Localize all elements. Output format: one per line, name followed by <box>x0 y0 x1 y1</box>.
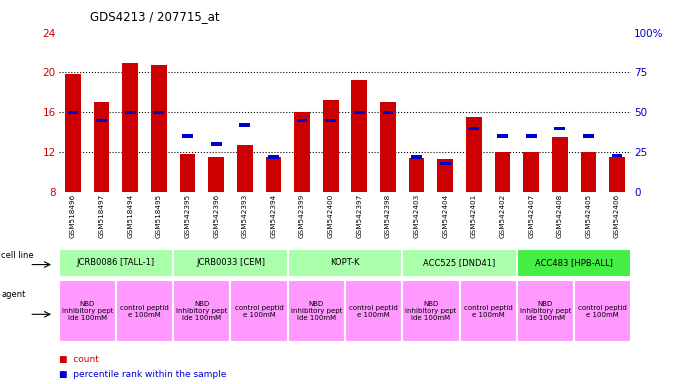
Bar <box>65 74 81 192</box>
Bar <box>122 63 138 192</box>
Bar <box>408 158 424 192</box>
Bar <box>574 280 631 342</box>
Bar <box>294 112 310 192</box>
Bar <box>517 280 574 342</box>
Bar <box>580 152 596 192</box>
Text: GDS4213 / 207715_at: GDS4213 / 207715_at <box>90 10 219 23</box>
Bar <box>125 111 136 114</box>
Text: NBD
inhibitory pept
ide 100mM: NBD inhibitory pept ide 100mM <box>290 301 342 321</box>
Bar <box>230 280 288 342</box>
Bar <box>351 81 367 192</box>
Bar <box>323 100 339 192</box>
Bar <box>611 154 622 157</box>
Bar <box>151 65 167 192</box>
Bar <box>517 249 631 277</box>
Bar <box>182 134 193 138</box>
Text: ACC483 [HPB-ALL]: ACC483 [HPB-ALL] <box>535 258 613 267</box>
Bar <box>345 280 402 342</box>
Bar <box>402 280 460 342</box>
Bar <box>437 159 453 192</box>
Bar <box>552 137 568 192</box>
Bar <box>239 123 250 127</box>
Bar <box>288 249 402 277</box>
Bar <box>208 157 224 192</box>
Bar <box>495 152 511 192</box>
Bar <box>116 280 173 342</box>
Text: control peptid
e 100mM: control peptid e 100mM <box>349 305 398 318</box>
Bar <box>554 126 565 130</box>
Text: ■  percentile rank within the sample: ■ percentile rank within the sample <box>59 370 226 379</box>
Text: control peptid
e 100mM: control peptid e 100mM <box>464 305 513 318</box>
Text: control peptid
e 100mM: control peptid e 100mM <box>578 305 627 318</box>
Bar <box>153 111 164 114</box>
Bar <box>94 103 110 192</box>
Bar <box>469 126 480 130</box>
Bar <box>411 155 422 159</box>
Bar <box>609 157 625 192</box>
Bar <box>523 152 539 192</box>
Bar <box>96 119 107 122</box>
Bar <box>266 157 282 192</box>
Text: JCRB0033 [CEM]: JCRB0033 [CEM] <box>196 258 265 267</box>
Text: control peptid
e 100mM: control peptid e 100mM <box>120 305 169 318</box>
Bar <box>210 142 221 146</box>
Bar <box>466 117 482 192</box>
Text: ACC525 [DND41]: ACC525 [DND41] <box>424 258 495 267</box>
Bar <box>583 134 594 138</box>
Bar <box>268 155 279 159</box>
Bar <box>440 162 451 165</box>
Bar <box>402 249 517 277</box>
Text: NBD
inhibitory pept
ide 100mM: NBD inhibitory pept ide 100mM <box>61 301 113 321</box>
Bar <box>173 249 288 277</box>
Bar <box>288 280 345 342</box>
Bar <box>59 280 116 342</box>
Bar <box>325 119 336 122</box>
Bar <box>179 154 195 192</box>
Bar <box>173 280 230 342</box>
Bar <box>297 119 308 122</box>
Text: NBD
inhibitory pept
ide 100mM: NBD inhibitory pept ide 100mM <box>405 301 457 321</box>
Bar <box>380 103 396 192</box>
Bar <box>382 111 393 114</box>
Text: control peptid
e 100mM: control peptid e 100mM <box>235 305 284 318</box>
Bar <box>497 134 508 138</box>
Text: ■  count: ■ count <box>59 354 99 364</box>
Bar <box>354 111 365 114</box>
Bar <box>526 134 537 138</box>
Text: KOPT-K: KOPT-K <box>331 258 359 267</box>
Text: agent: agent <box>1 290 26 299</box>
Bar <box>460 280 517 342</box>
Text: cell line: cell line <box>1 251 34 260</box>
Text: JCRB0086 [TALL-1]: JCRB0086 [TALL-1] <box>77 258 155 267</box>
Bar <box>59 249 173 277</box>
Bar <box>237 145 253 192</box>
Text: NBD
inhibitory pept
ide 100mM: NBD inhibitory pept ide 100mM <box>520 301 571 321</box>
Bar <box>68 111 79 114</box>
Text: NBD
inhibitory pept
ide 100mM: NBD inhibitory pept ide 100mM <box>176 301 228 321</box>
